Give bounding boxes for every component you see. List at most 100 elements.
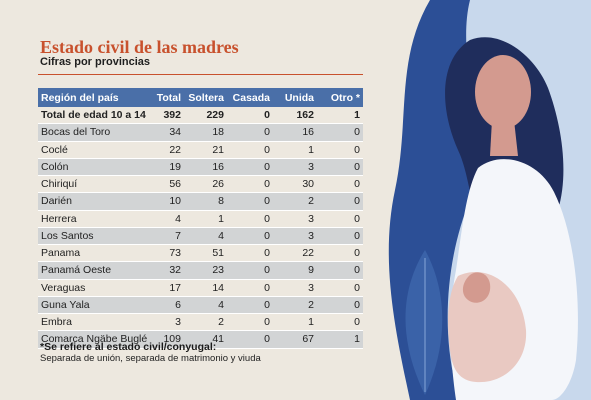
table-row: Herrera 4 1 0 3 0 [38, 210, 363, 228]
value-cell: 0 [317, 158, 363, 177]
value-cell: 4 [184, 296, 227, 315]
value-cell: 1 [184, 210, 227, 228]
value-cell: 56 [144, 175, 184, 194]
value-cell: 2 [184, 313, 227, 332]
value-cell: 1 [273, 313, 317, 332]
value-cell: 32 [144, 261, 184, 280]
footnote-text: Separada de unión, separada de matrimoni… [40, 353, 261, 364]
table-row: Bocas del Toro 34 18 0 16 0 [38, 123, 363, 142]
page-subtitle: Cifras por provincias [40, 56, 151, 68]
value-cell: 41 [184, 330, 227, 349]
value-cell: 3 [273, 210, 317, 228]
column-header: Región del país [38, 88, 144, 107]
value-cell: 14 [184, 279, 227, 297]
value-cell: 109 [144, 330, 184, 349]
value-cell: 0 [227, 330, 273, 349]
value-cell: 26 [184, 175, 227, 194]
region-cell: Darién [38, 192, 144, 211]
value-cell: 3 [144, 313, 184, 332]
table-row: Veraguas 17 14 0 3 0 [38, 279, 363, 297]
table-row: Chiriquí 56 26 0 30 0 [38, 175, 363, 194]
value-cell: 3 [273, 227, 317, 246]
value-cell: 23 [184, 261, 227, 280]
value-cell: 17 [144, 279, 184, 297]
value-cell: 0 [317, 279, 363, 297]
footnote-title: *Se refiere al estado civil/conyugal: [40, 341, 217, 353]
region-cell: Colón [38, 158, 144, 177]
table-row: Los Santos 7 4 0 3 0 [38, 227, 363, 246]
value-cell: 9 [273, 261, 317, 280]
title-rule [38, 74, 363, 75]
table-row: Colón 19 16 0 3 0 [38, 158, 363, 177]
region-cell: Guna Yala [38, 296, 144, 315]
table-row: Guna Yala 6 4 0 2 0 [38, 296, 363, 315]
region-cell: Herrera [38, 210, 144, 228]
value-cell: 0 [227, 244, 273, 263]
value-cell: 21 [184, 141, 227, 159]
value-cell: 2 [273, 296, 317, 315]
value-cell: 19 [144, 158, 184, 177]
table-row: Panamá Oeste 32 23 0 9 0 [38, 261, 363, 280]
value-cell: 4 [144, 210, 184, 228]
leaf-shape [405, 250, 443, 395]
face-shape [475, 55, 531, 129]
table-row: Darién 10 8 0 2 0 [38, 192, 363, 211]
value-cell: 0 [317, 296, 363, 315]
value-cell: 34 [144, 123, 184, 142]
region-cell: Coclé [38, 141, 144, 159]
neck-shape [490, 120, 518, 156]
table-row: Embra 3 2 0 1 0 [38, 313, 363, 332]
value-cell: 0 [317, 141, 363, 159]
table-row: Coclé 22 21 0 1 0 [38, 141, 363, 159]
value-cell: 0 [317, 192, 363, 211]
value-cell: 0 [227, 261, 273, 280]
value-cell: 18 [184, 123, 227, 142]
value-cell: 162 [273, 107, 317, 125]
column-header: Otro * [317, 88, 363, 107]
region-cell: Bocas del Toro [38, 123, 144, 142]
region-cell: Chiriquí [38, 175, 144, 194]
data-table: Región del país Total Soltera Casada Unida Ot… [38, 88, 363, 349]
total-row: Total de edad 10 a 14 392 229 0 162 1 [38, 107, 363, 125]
value-cell: 0 [227, 227, 273, 246]
region-cell: Panama [38, 244, 144, 263]
region-cell: Panamá Oeste [38, 261, 144, 280]
value-cell: 7 [144, 227, 184, 246]
value-cell: 51 [184, 244, 227, 263]
value-cell: 0 [317, 175, 363, 194]
value-cell: 30 [273, 175, 317, 194]
value-cell: 0 [227, 210, 273, 228]
value-cell: 0 [227, 313, 273, 332]
value-cell: 1 [273, 141, 317, 159]
value-cell: 67 [273, 330, 317, 349]
value-cell: 0 [317, 261, 363, 280]
value-cell: 3 [273, 279, 317, 297]
table-header-row: Región del país Total Soltera Casada Unida Ot… [38, 88, 363, 107]
column-header: Soltera [184, 88, 227, 107]
value-cell: 73 [144, 244, 184, 263]
value-cell: 22 [273, 244, 317, 263]
value-cell: 2 [273, 192, 317, 211]
region-cell: Embra [38, 313, 144, 332]
value-cell: 1 [317, 107, 363, 125]
column-header: Total [144, 88, 184, 107]
page-title: Estado civil de las madres [40, 37, 239, 57]
region-cell: Los Santos [38, 227, 144, 246]
value-cell: 0 [227, 192, 273, 211]
value-cell: 6 [144, 296, 184, 315]
value-cell: 0 [227, 175, 273, 194]
value-cell: 0 [317, 123, 363, 142]
value-cell: 0 [317, 244, 363, 263]
region-cell: Veraguas [38, 279, 144, 297]
value-cell: 4 [184, 227, 227, 246]
column-header: Unida [273, 88, 317, 107]
value-cell: 16 [273, 123, 317, 142]
value-cell: 392 [144, 107, 184, 125]
value-cell: 0 [227, 123, 273, 142]
value-cell: 0 [317, 227, 363, 246]
table-row: Panama 73 51 0 22 0 [38, 244, 363, 263]
column-header: Casada [227, 88, 273, 107]
value-cell: 10 [144, 192, 184, 211]
value-cell: 1 [317, 330, 363, 349]
